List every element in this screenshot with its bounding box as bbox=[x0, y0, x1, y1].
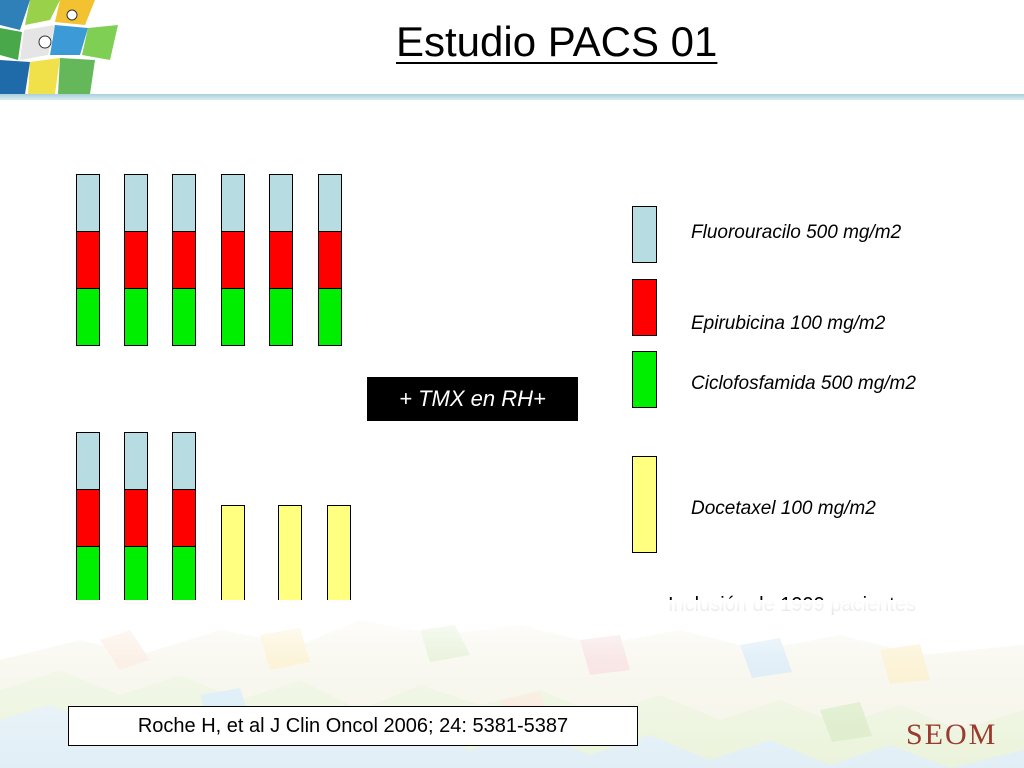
legend-label-fluorouracilo: Fluorouracilo 500 mg/m2 bbox=[691, 222, 902, 243]
fecd-cycle-5-docetaxel bbox=[278, 505, 302, 602]
fecd-cycle-4-docetaxel bbox=[221, 505, 245, 602]
fecd-cycle-1-fluorouracilo bbox=[76, 432, 100, 490]
fecd-cycle-3-ciclofosfamida bbox=[172, 546, 196, 604]
legend-swatch-epirubicina bbox=[632, 279, 657, 336]
fecd-cycle-3-epirubicina bbox=[172, 489, 196, 547]
legend-label-epirubicina: Epirubicina 100 mg/m2 bbox=[691, 313, 886, 334]
fec-cycle-6-ciclofosfamida bbox=[318, 288, 342, 346]
fecd-cycle-1-ciclofosfamida bbox=[76, 546, 100, 604]
fec-cycle-4-fluorouracilo bbox=[221, 174, 245, 232]
seom-logo: SEOM bbox=[906, 718, 998, 751]
fec-cycle-2-epirubicina bbox=[124, 231, 148, 289]
fecd-cycle-6-docetaxel bbox=[327, 505, 351, 602]
fec-cycle-2-ciclofosfamida bbox=[124, 288, 148, 346]
fec-cycle-3-ciclofosfamida bbox=[172, 288, 196, 346]
fec-cycle-4-epirubicina bbox=[221, 231, 245, 289]
tmx-label: + TMX en RH+ bbox=[367, 377, 578, 421]
fecd-cycle-2-epirubicina bbox=[124, 489, 148, 547]
fec-cycle-1-ciclofosfamida bbox=[76, 288, 100, 346]
fec-cycle-3-fluorouracilo bbox=[172, 174, 196, 232]
legend-label-ciclofosfamida: Ciclofosfamida 500 mg/m2 bbox=[691, 373, 916, 394]
fec-cycle-2-fluorouracilo bbox=[124, 174, 148, 232]
fec-cycle-1-epirubicina bbox=[76, 231, 100, 289]
fec-cycle-3-epirubicina bbox=[172, 231, 196, 289]
fecd-cycle-2-ciclofosfamida bbox=[124, 546, 148, 604]
corner-mosaic-logo bbox=[0, 0, 118, 94]
legend-label-docetaxel: Docetaxel 100 mg/m2 bbox=[691, 498, 876, 519]
citation: Roche H, et al J Clin Oncol 2006; 24: 53… bbox=[68, 706, 638, 746]
header-rule bbox=[0, 94, 1024, 100]
legend-swatch-docetaxel bbox=[632, 456, 657, 553]
legend-swatch-fluorouracilo bbox=[632, 206, 657, 263]
fecd-cycle-2-fluorouracilo bbox=[124, 432, 148, 490]
legend-swatch-ciclofosfamida bbox=[632, 351, 657, 408]
slide-title: Estudio PACS 01 bbox=[396, 18, 718, 65]
fec-cycle-6-epirubicina bbox=[318, 231, 342, 289]
fec-cycle-6-fluorouracilo bbox=[318, 174, 342, 232]
fecd-cycle-1-epirubicina bbox=[76, 489, 100, 547]
fec-cycle-5-epirubicina bbox=[269, 231, 293, 289]
fec-cycle-1-fluorouracilo bbox=[76, 174, 100, 232]
fec-cycle-5-ciclofosfamida bbox=[269, 288, 293, 346]
fec-cycle-5-fluorouracilo bbox=[269, 174, 293, 232]
fec-cycle-4-ciclofosfamida bbox=[221, 288, 245, 346]
fecd-cycle-3-fluorouracilo bbox=[172, 432, 196, 490]
